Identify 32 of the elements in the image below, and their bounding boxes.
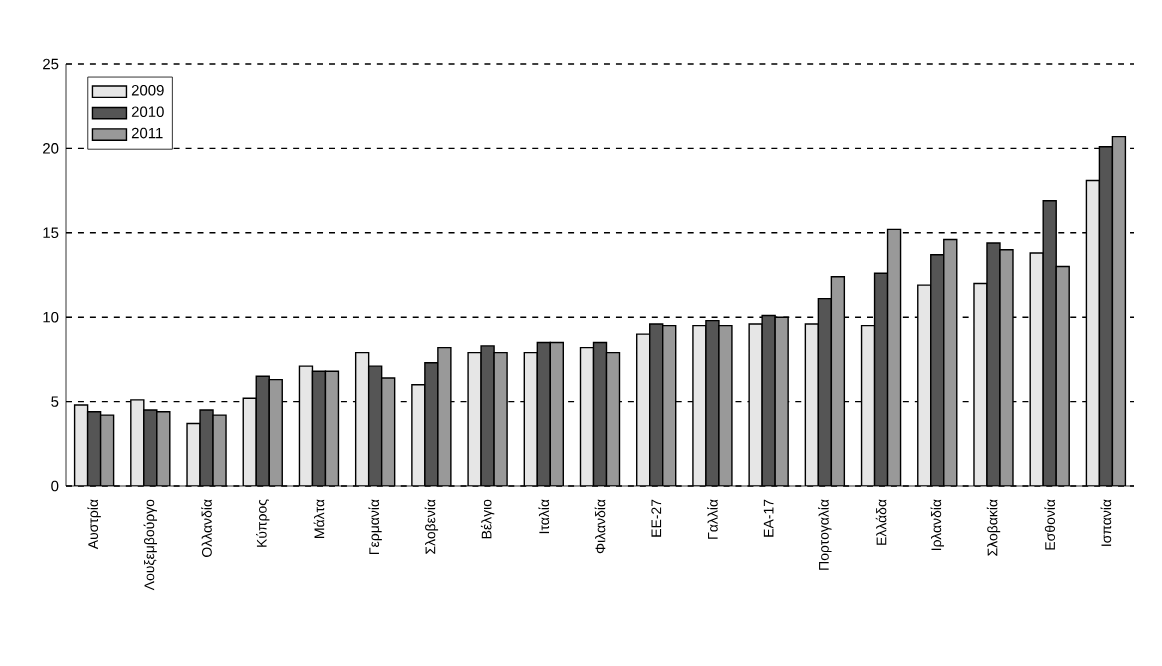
bar bbox=[1111, 135, 1127, 486]
bar bbox=[354, 351, 370, 486]
bar bbox=[324, 370, 340, 486]
bar bbox=[930, 254, 945, 486]
bar bbox=[636, 333, 651, 486]
bar bbox=[536, 341, 551, 486]
bar bbox=[298, 365, 314, 486]
bar bbox=[242, 397, 257, 486]
bar bbox=[523, 351, 538, 486]
bar bbox=[86, 411, 102, 486]
bar bbox=[943, 238, 958, 486]
bar bbox=[860, 324, 876, 486]
bar bbox=[255, 375, 270, 486]
bar bbox=[592, 341, 608, 486]
bar bbox=[579, 346, 595, 486]
bar bbox=[1085, 179, 1101, 486]
bar bbox=[649, 323, 664, 486]
bar bbox=[886, 228, 902, 486]
bar bbox=[73, 404, 89, 486]
bar bbox=[605, 351, 621, 486]
bar bbox=[268, 378, 283, 486]
bar bbox=[830, 275, 846, 486]
bar bbox=[917, 284, 932, 486]
bar bbox=[804, 323, 820, 486]
bar bbox=[1098, 146, 1114, 486]
bar bbox=[817, 297, 833, 486]
bar bbox=[380, 377, 396, 486]
bar bbox=[367, 365, 383, 486]
bar bbox=[549, 341, 564, 486]
bar bbox=[99, 414, 115, 486]
bar bbox=[873, 272, 889, 486]
bar bbox=[311, 370, 327, 486]
